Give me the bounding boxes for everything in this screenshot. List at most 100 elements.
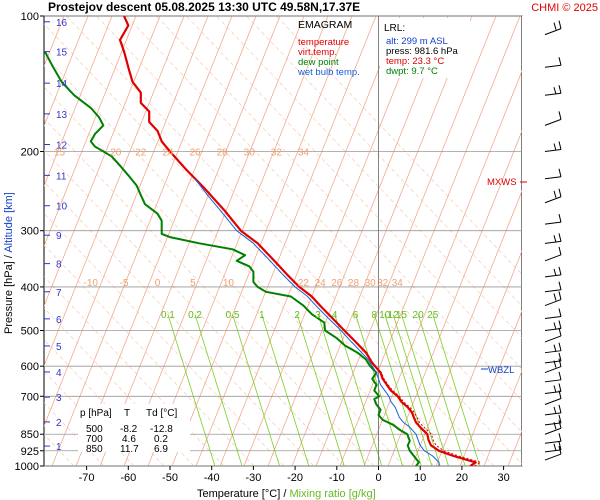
altitude-tick-label: 2 (56, 418, 62, 429)
wind-barb-flag (558, 291, 562, 300)
lrl-temperature: temp: 23.3 °C (386, 56, 444, 67)
wind-barb-flag (558, 281, 562, 290)
isotherm-line (459, 310, 522, 466)
mixing-ratio-line (401, 314, 449, 466)
temperature-tick-label: -70 (79, 472, 95, 484)
isotherm-label: 10 (223, 278, 235, 289)
mixing-ratio-label: 12 (388, 310, 400, 321)
adiabat-line (44, 118, 375, 466)
altitude-tick-label: 10 (56, 202, 68, 213)
wind-barb-flag (558, 404, 562, 414)
wind-barb-shaft (544, 315, 562, 319)
wbzl-label: WBZL (488, 365, 514, 376)
wind-barb-shaft (544, 196, 562, 204)
mixing-ratio-line (232, 314, 280, 466)
altitude-tick-label: 5 (56, 342, 62, 353)
mixing-ratio-line (392, 314, 441, 466)
mixing-ratio-line (261, 314, 310, 466)
mixing-ratio-lines (167, 314, 481, 466)
wind-barb-flag (558, 266, 562, 276)
wind-barb-flag (553, 268, 557, 277)
isotherm-line (363, 70, 522, 466)
isotherm-label: 30 (365, 278, 377, 289)
mixing-ratio-label: 2 (294, 310, 300, 321)
isotherm-line (75, 16, 257, 466)
wind-barb-flag (553, 143, 557, 151)
isotherm-label: 26 (189, 147, 201, 158)
temperature-tick-label: 30 (497, 472, 509, 484)
pressure-tick-label: 700 (21, 391, 39, 403)
wind-barb-flag (553, 443, 557, 451)
lrl-pressure: press: 981.6 hPa (386, 46, 459, 57)
wind-barb-flag (553, 87, 557, 95)
adiabat-line (186, 16, 522, 370)
isotherm-label: 22 (135, 147, 147, 158)
altitude-tick-label: 12 (56, 141, 68, 152)
isotherm-line (435, 250, 522, 466)
altitude-tick-label: 3 (56, 393, 62, 404)
wind-barb-flag (558, 445, 562, 455)
wind-barb-flag (558, 320, 562, 329)
isotherm-label: 20 (110, 147, 122, 158)
wind-barb-shaft (544, 366, 562, 374)
wind-barb-flag (558, 420, 562, 429)
credit: CHMI © 2025 (531, 2, 598, 14)
isotherm-label: 32 (377, 278, 389, 289)
mixing-ratio-label: 8 (372, 310, 378, 321)
wind-barb-flag (558, 327, 562, 337)
table-row-3-td: 6.9 (154, 444, 168, 455)
y-axis-pressure-label: Pressure [hPa] (3, 261, 15, 334)
altitude-tick-label: 7 (56, 288, 62, 299)
legend-title: EMAGRAM (298, 19, 352, 31)
wind-barb-shaft (544, 398, 562, 405)
wind-barb-shaft (544, 449, 562, 453)
isotherm-line (387, 130, 522, 466)
pressure-tick-label: 300 (21, 226, 39, 238)
wind-barb-flag (558, 371, 562, 380)
table-row-2-td: 0.2 (154, 434, 168, 445)
mixing-ratio-label: 4 (332, 310, 338, 321)
wind-barb-shaft (544, 254, 562, 262)
wind-barb-shaft (544, 335, 562, 343)
isotherm-line (44, 16, 185, 367)
temperature-tick-label: -10 (329, 472, 345, 484)
mixing-ratio-label: 20 (413, 310, 425, 321)
pressure-tick-label: 1000 (15, 461, 39, 473)
wind-barb-flag (558, 233, 562, 242)
isotherm-label: 24 (315, 278, 327, 289)
mixing-ratio-label: 0.1 (161, 310, 175, 321)
isotherm-label: -10 (84, 278, 99, 289)
wind-barb-flag (558, 342, 562, 351)
wind-barb-shaft (544, 328, 562, 332)
y-axis-separator: / (3, 253, 15, 262)
mixing-ratio-line (296, 314, 345, 466)
temperature-tick-label: -50 (162, 472, 178, 484)
lrl-dewpoint: dwpt: 9.7 °C (386, 66, 438, 77)
plot-area (43, 15, 523, 467)
wind-barb-shaft (544, 176, 562, 180)
isotherm-label: 28 (348, 278, 360, 289)
isotherm-label: 34 (298, 147, 310, 158)
wind-barb-shaft (544, 350, 562, 354)
isotherm-label: 34 (392, 278, 404, 289)
mixing-ratio-label: 3 (315, 310, 321, 321)
isotherm-label: 32 (271, 147, 283, 158)
mixing-ratio-label: 6 (353, 310, 359, 321)
temperature-tick-label: 20 (456, 472, 468, 484)
svg-text:Temperature [°C] / Mixing rati: Temperature [°C] / Mixing ratio [g/kg] (197, 488, 376, 500)
wind-barb-flag (558, 85, 562, 94)
wind-barb-shaft (544, 390, 562, 394)
temperature-tick-label: -60 (120, 472, 136, 484)
altitude-tick-label: 16 (56, 18, 68, 29)
lrl-box-frame (380, 18, 470, 78)
wind-barb-shaft (544, 299, 562, 307)
adiabat-line (44, 212, 285, 466)
table-row-2-t: 4.6 (122, 434, 136, 445)
data-table: p [hPa] T Td [°C] 500 -8.2 -12.8 700 4.6… (78, 404, 190, 455)
altitude-tick-label: 15 (56, 48, 68, 59)
wind-barb-shaft (544, 453, 562, 461)
dew-point-line (44, 51, 420, 466)
legend-dew-point: dew point (298, 57, 339, 68)
wind-barbs (544, 20, 562, 461)
isotherm-label: 15 (54, 147, 66, 158)
